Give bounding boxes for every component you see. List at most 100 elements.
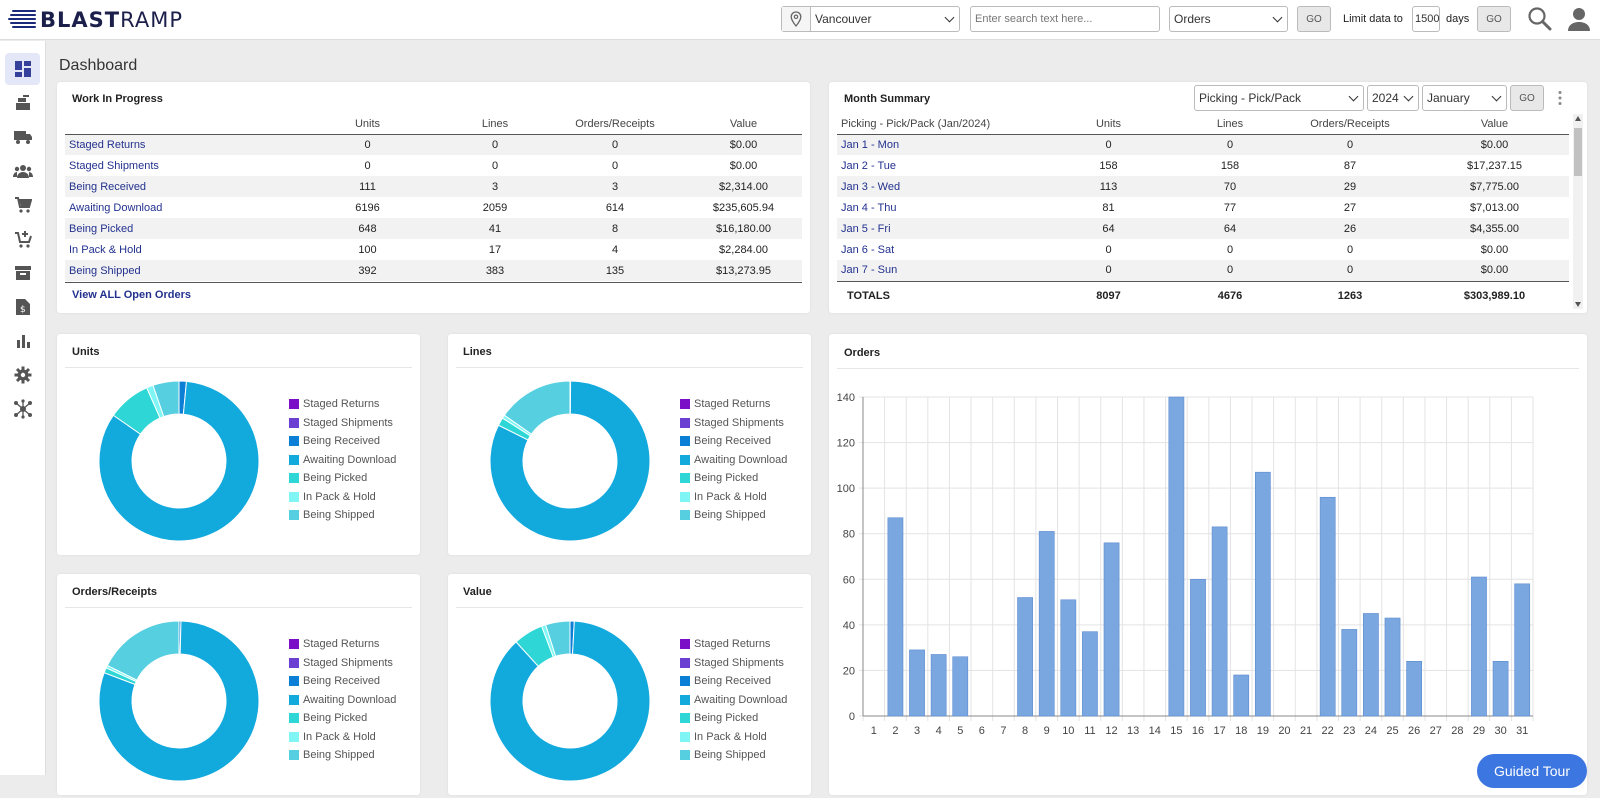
sidebar-item-reports[interactable] xyxy=(5,325,40,357)
bar[interactable] xyxy=(1103,542,1120,717)
legend-item[interactable]: Being Received xyxy=(680,672,787,691)
blastramp-logo[interactable]: BLASTRAMP xyxy=(8,7,183,33)
sidebar-item-dashboard[interactable] xyxy=(5,53,40,85)
donut-slice[interactable] xyxy=(98,380,260,542)
day-link[interactable]: Jan 7 - Sun xyxy=(841,264,898,277)
sidebar-item-shipping[interactable] xyxy=(5,121,40,153)
wip-row-link[interactable]: Being Picked xyxy=(69,222,134,235)
bar[interactable] xyxy=(1492,661,1509,717)
legend-item[interactable]: Being Shipped xyxy=(289,746,396,765)
legend-item[interactable]: Staged Shipments xyxy=(680,654,787,673)
wip-row-link[interactable]: In Pack & Hold xyxy=(69,243,142,256)
sidebar-item-settings[interactable] xyxy=(5,359,40,391)
legend-item[interactable]: Awaiting Download xyxy=(289,451,396,470)
bar[interactable] xyxy=(1038,531,1055,717)
donut-slice[interactable] xyxy=(503,380,571,435)
day-link[interactable]: Jan 2 - Tue xyxy=(841,159,897,172)
bar[interactable] xyxy=(1384,617,1401,717)
bar[interactable] xyxy=(1233,674,1250,717)
donut-slice[interactable] xyxy=(152,380,180,418)
legend-item[interactable]: In Pack & Hold xyxy=(289,488,396,507)
search-type-select[interactable]: Orders xyxy=(1169,6,1288,32)
legend-item[interactable]: Being Picked xyxy=(680,709,787,728)
bar[interactable] xyxy=(930,654,947,717)
donut-slice[interactable] xyxy=(489,620,651,782)
legend-item[interactable]: Being Picked xyxy=(289,469,396,488)
location-select[interactable]: Vancouver xyxy=(811,7,959,31)
sidebar-item-integrations[interactable] xyxy=(5,393,40,425)
bar[interactable] xyxy=(887,517,904,717)
scroll-down-arrow-icon[interactable] xyxy=(1575,302,1581,307)
day-link[interactable]: Jan 3 - Wed xyxy=(841,180,901,193)
bar[interactable] xyxy=(1017,597,1033,717)
wip-row-link[interactable]: Being Shipped xyxy=(69,264,141,277)
summary-type-select[interactable]: Picking - Pick/Pack xyxy=(1194,85,1364,111)
scrollbar-thumb[interactable] xyxy=(1574,128,1582,176)
legend-item[interactable]: Being Received xyxy=(289,432,396,451)
location-selector[interactable]: Vancouver xyxy=(781,6,960,32)
search-icon[interactable] xyxy=(1527,6,1553,32)
month-select[interactable]: January xyxy=(1422,85,1507,111)
bar[interactable] xyxy=(1168,396,1185,717)
wip-row-link[interactable]: Being Received xyxy=(69,180,147,193)
sidebar-item-orders[interactable] xyxy=(5,189,40,221)
limit-go-button[interactable]: GO xyxy=(1477,6,1511,32)
legend-item[interactable]: Awaiting Download xyxy=(680,451,787,470)
bar[interactable] xyxy=(952,656,969,717)
legend-item[interactable]: Staged Returns xyxy=(289,395,396,414)
sidebar-item-receiving[interactable] xyxy=(5,87,40,119)
legend-item[interactable]: In Pack & Hold xyxy=(289,728,396,747)
donut-slice[interactable] xyxy=(106,620,180,681)
day-link[interactable]: Jan 4 - Thu xyxy=(841,201,897,214)
year-select[interactable]: 2024 xyxy=(1367,85,1419,111)
legend-item[interactable]: Being Shipped xyxy=(680,506,787,525)
month-summary-scrollbar[interactable] xyxy=(1573,114,1583,309)
user-account-icon[interactable] xyxy=(1566,6,1592,32)
more-options-icon[interactable] xyxy=(1554,90,1566,106)
bar[interactable] xyxy=(1406,661,1422,717)
legend-item[interactable]: Staged Shipments xyxy=(289,414,396,433)
legend-item[interactable]: Staged Returns xyxy=(680,635,787,654)
bar[interactable] xyxy=(1471,576,1487,717)
view-all-open-orders-link[interactable]: View ALL Open Orders xyxy=(72,289,191,301)
legend-item[interactable]: Being Received xyxy=(680,432,787,451)
legend-item[interactable]: Staged Returns xyxy=(680,395,787,414)
legend-item[interactable]: Being Shipped xyxy=(680,746,787,765)
bar[interactable] xyxy=(1060,599,1077,717)
sidebar-item-billing[interactable]: $ xyxy=(5,291,40,323)
guided-tour-button[interactable]: Guided Tour xyxy=(1477,754,1587,788)
bar[interactable] xyxy=(1363,613,1379,717)
bar[interactable] xyxy=(1082,631,1098,717)
donut-slice[interactable] xyxy=(489,380,651,542)
search-input[interactable]: Enter search text here... xyxy=(970,6,1160,32)
legend-item[interactable]: Awaiting Download xyxy=(680,691,787,710)
bar[interactable] xyxy=(1319,496,1336,717)
wip-row-link[interactable]: Staged Shipments xyxy=(69,159,159,172)
wip-row-link[interactable]: Staged Returns xyxy=(69,138,146,151)
day-link[interactable]: Jan 6 - Sat xyxy=(841,243,895,256)
bar[interactable] xyxy=(1211,526,1228,717)
legend-item[interactable]: In Pack & Hold xyxy=(680,488,787,507)
bar[interactable] xyxy=(1341,629,1358,717)
donut-slice[interactable] xyxy=(98,620,260,782)
sidebar-item-new-order[interactable] xyxy=(5,223,40,255)
legend-item[interactable]: Being Received xyxy=(289,672,396,691)
bar[interactable] xyxy=(1254,471,1271,717)
bar[interactable] xyxy=(1190,578,1206,717)
legend-item[interactable]: Awaiting Download xyxy=(289,691,396,710)
bar[interactable] xyxy=(1514,583,1531,717)
legend-item[interactable]: Being Picked xyxy=(289,709,396,728)
legend-item[interactable]: Staged Shipments xyxy=(680,414,787,433)
legend-item[interactable]: Being Shipped xyxy=(289,506,396,525)
legend-item[interactable]: In Pack & Hold xyxy=(680,728,787,747)
legend-item[interactable]: Staged Shipments xyxy=(289,654,396,673)
day-link[interactable]: Jan 1 - Mon xyxy=(841,138,900,151)
sidebar-item-customers[interactable] xyxy=(5,155,40,187)
legend-item[interactable]: Staged Returns xyxy=(289,635,396,654)
legend-item[interactable]: Being Picked xyxy=(680,469,787,488)
day-link[interactable]: Jan 5 - Fri xyxy=(841,222,891,235)
scroll-up-arrow-icon[interactable] xyxy=(1575,116,1581,121)
limit-days-input[interactable]: 1500 xyxy=(1412,6,1440,32)
donut-slice[interactable] xyxy=(545,620,571,657)
month-summary-go-button[interactable]: GO xyxy=(1510,85,1544,111)
